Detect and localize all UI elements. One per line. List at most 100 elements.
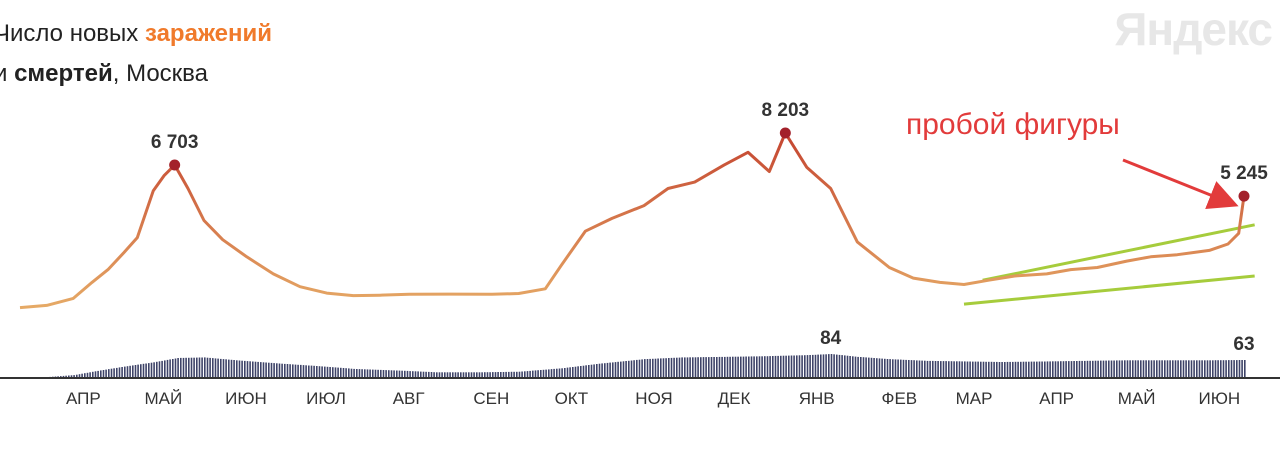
deaths-bar [273,363,275,378]
deaths-bar [308,365,310,378]
deaths-bar [670,357,673,378]
deaths-bar [790,355,793,378]
deaths-bar [1172,360,1174,378]
deaths-bar [198,357,201,378]
deaths-bar [558,368,561,378]
deaths-bar [761,356,763,378]
deaths-bar [902,359,905,378]
deaths-bar [1222,360,1225,378]
deaths-bar [249,361,251,378]
deaths-bar [1038,361,1041,378]
deaths-bar [644,359,646,378]
deaths-bar [1174,360,1177,378]
deaths-bar [326,366,329,378]
deaths-bar [796,355,798,378]
deaths-bar [540,370,542,378]
deaths-label: 63 [1233,334,1254,355]
deaths-bar [422,371,425,378]
deaths-bar [617,361,619,378]
deaths-bar [713,357,715,378]
deaths-bar [166,359,169,378]
deaths-bar [1025,361,1027,378]
deaths-bar [89,372,91,378]
deaths-bar [550,369,553,378]
deaths-bar [294,364,297,378]
deaths-bar [516,371,518,378]
deaths-bar [529,370,531,378]
deaths-bar [1140,360,1142,378]
deaths-bar [1169,360,1171,378]
deaths-bar [132,365,134,378]
deaths-bar [526,371,529,378]
deaths-bar [158,361,161,378]
deaths-bar [849,356,851,378]
deaths-bar [745,356,747,378]
deaths-bar [113,368,115,378]
deaths-bar [577,366,579,378]
deaths-bar [521,371,523,378]
deaths-bar [998,362,1001,378]
deaths-bar [209,357,211,378]
deaths-bar [566,367,569,378]
deaths-bar [1182,360,1185,378]
deaths-bar [1020,361,1022,378]
deaths-bar [385,370,387,378]
deaths-bar [1193,360,1195,378]
deaths-bar [1009,361,1011,378]
deaths-bar [1212,360,1214,378]
deaths-bar [609,362,611,378]
deaths-bar [950,361,953,378]
deaths-bar [1132,360,1134,378]
deaths-bar [462,372,465,378]
deaths-bar [156,361,158,378]
deaths-bar [628,360,630,378]
deaths-bar [753,356,755,378]
deaths-bar [894,359,897,378]
deaths-bar [100,370,102,378]
title-city: , Москва [112,60,209,87]
deaths-bar [1102,360,1105,378]
title-text: Число новых [0,20,145,47]
deaths-bar [585,365,587,378]
deaths-bar [417,371,419,378]
deaths-bar [929,360,931,378]
deaths-bar [321,366,323,378]
deaths-bar [484,372,486,378]
deaths-bar [545,369,547,378]
deaths-bar [241,360,243,378]
x-tick-label: МАЙ [144,389,182,408]
deaths-bar [1180,360,1182,378]
deaths-bar [1198,360,1201,378]
deaths-bar [433,372,435,378]
deaths-bar [710,357,713,378]
deaths-bar [774,355,777,378]
deaths-bar [1148,360,1150,378]
deaths-bar [300,364,302,378]
deaths-bar [1238,360,1241,378]
deaths-bar [948,361,950,378]
deaths-bar [438,372,441,378]
deaths-bar [657,358,659,378]
deaths-bar [868,357,870,378]
deaths-bar [820,354,822,378]
deaths-bar [513,371,515,378]
deaths-bar [494,372,497,378]
annotation-arrow [1122,158,1239,210]
deaths-bar [260,362,262,378]
deaths-bar [265,362,267,378]
deaths-bar [985,361,987,378]
deaths-bar [214,358,217,378]
deaths-bar [286,364,289,378]
deaths-bar [236,360,238,378]
deaths-bar [134,365,137,378]
deaths-bar [777,355,779,378]
deaths-bar [865,357,867,378]
deaths-bar [665,358,667,378]
deaths-bar [1004,362,1006,378]
deaths-bar [1177,360,1179,378]
deaths-bar [110,368,113,378]
x-tick-label: ОКТ [555,389,589,408]
x-tick-label: АПР [66,389,101,408]
deaths-bar [726,356,729,378]
deaths-bar [1166,360,1169,378]
